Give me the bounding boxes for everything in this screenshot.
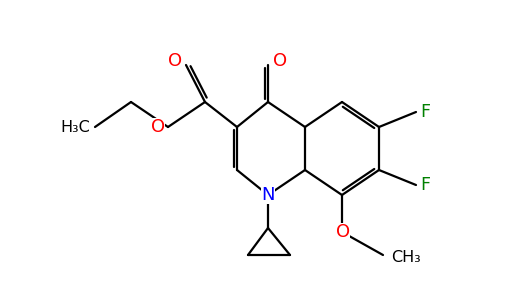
Text: N: N bbox=[261, 186, 275, 204]
Text: O: O bbox=[273, 52, 287, 70]
Text: O: O bbox=[336, 223, 350, 241]
Text: F: F bbox=[420, 176, 430, 194]
Text: O: O bbox=[151, 118, 165, 136]
Text: CH₃: CH₃ bbox=[391, 249, 421, 265]
Text: O: O bbox=[168, 52, 182, 70]
Text: H₃C: H₃C bbox=[60, 119, 90, 135]
Text: F: F bbox=[420, 103, 430, 121]
